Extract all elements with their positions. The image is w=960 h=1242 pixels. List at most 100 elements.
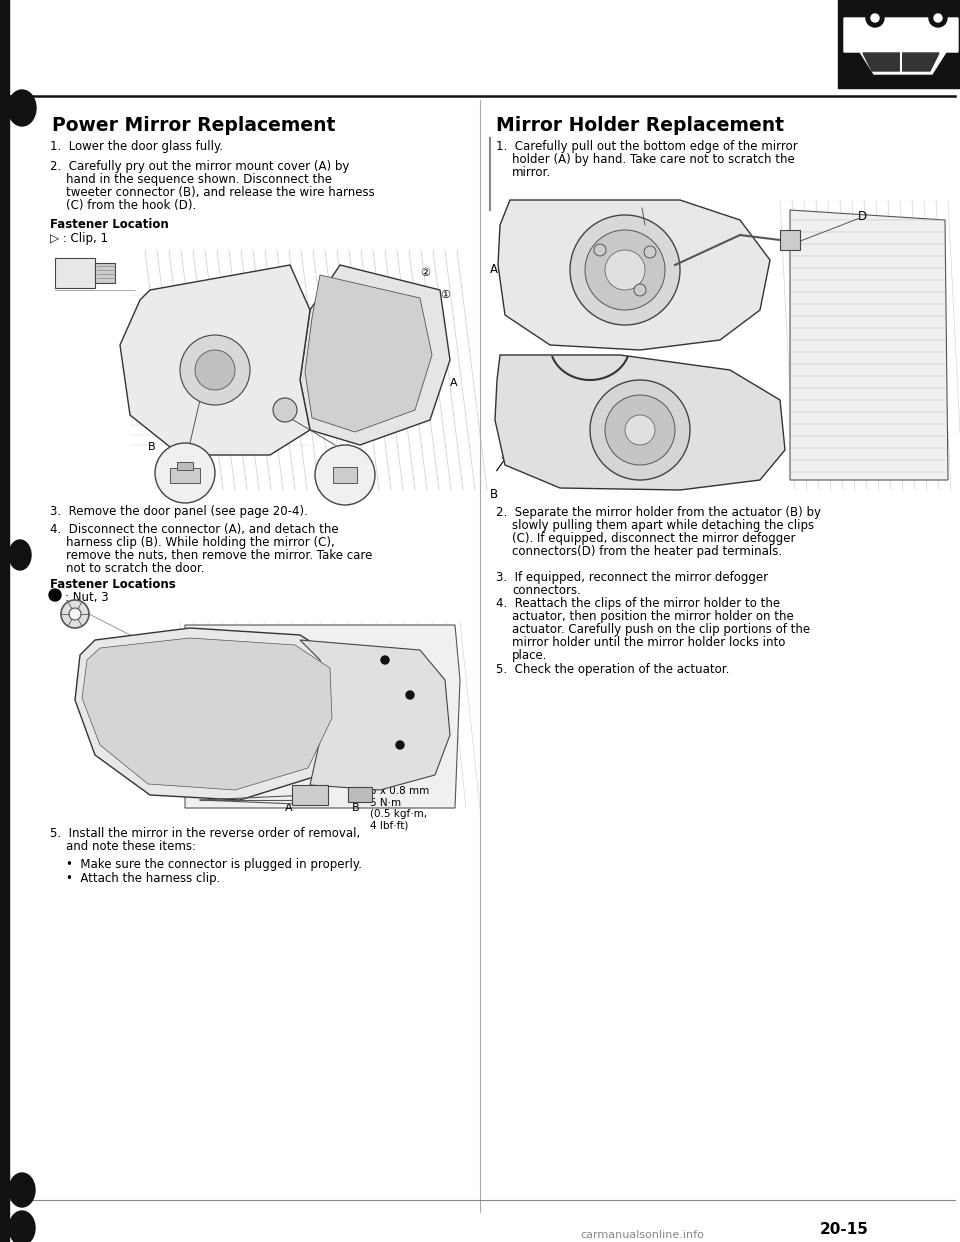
Text: ▷ : Clip, 1: ▷ : Clip, 1: [50, 232, 108, 245]
Text: slowly pulling them apart while detaching the clips: slowly pulling them apart while detachin…: [512, 519, 814, 532]
Bar: [780, 230, 800, 250]
Text: ②: ②: [420, 268, 430, 278]
Bar: [333, 467, 357, 483]
Text: 5 x 0.8 mm
5 N·m
(0.5 kgf·m,
4 lbf·ft): 5 x 0.8 mm 5 N·m (0.5 kgf·m, 4 lbf·ft): [370, 786, 429, 831]
Text: remove the nuts, then remove the mirror. Take care: remove the nuts, then remove the mirror.…: [66, 549, 372, 561]
Text: place.: place.: [512, 650, 547, 662]
Circle shape: [934, 14, 942, 22]
Polygon shape: [305, 274, 432, 432]
Ellipse shape: [9, 540, 31, 570]
Text: C: C: [158, 360, 166, 370]
Text: A: A: [450, 378, 458, 388]
Circle shape: [594, 243, 606, 256]
Text: : Nut, 3: : Nut, 3: [65, 591, 108, 604]
Polygon shape: [863, 53, 939, 71]
Text: mirror.: mirror.: [512, 166, 551, 179]
Text: 2.  Separate the mirror holder from the actuator (B) by: 2. Separate the mirror holder from the a…: [496, 505, 821, 519]
Text: connectors.: connectors.: [512, 584, 581, 597]
Polygon shape: [300, 265, 450, 445]
Circle shape: [315, 445, 375, 505]
Bar: [95, 263, 115, 283]
Text: (C) from the hook (D).: (C) from the hook (D).: [66, 199, 196, 212]
Text: Mirror Holder Replacement: Mirror Holder Replacement: [496, 116, 784, 135]
Text: C: C: [315, 479, 323, 491]
Text: D: D: [367, 383, 375, 392]
Text: hand in the sequence shown. Disconnect the: hand in the sequence shown. Disconnect t…: [66, 173, 332, 186]
Text: 3.  If equipped, reconnect the mirror defogger: 3. If equipped, reconnect the mirror def…: [496, 571, 768, 584]
Circle shape: [625, 415, 655, 445]
Circle shape: [273, 397, 297, 422]
Polygon shape: [498, 200, 770, 350]
Text: C: C: [627, 200, 636, 212]
Polygon shape: [75, 628, 345, 800]
Text: holder (A) by hand. Take care not to scratch the: holder (A) by hand. Take care not to scr…: [512, 153, 795, 166]
Circle shape: [605, 395, 675, 465]
Text: not to scratch the door.: not to scratch the door.: [66, 561, 204, 575]
Polygon shape: [790, 210, 948, 479]
Polygon shape: [120, 265, 310, 455]
Circle shape: [406, 691, 414, 699]
Circle shape: [381, 656, 389, 664]
Circle shape: [871, 14, 879, 22]
Text: D: D: [858, 210, 867, 224]
Bar: [838, 0, 960, 88]
Text: and note these items:: and note these items:: [66, 840, 196, 853]
Text: B: B: [148, 442, 156, 452]
Text: 4.  Disconnect the connector (A), and detach the: 4. Disconnect the connector (A), and det…: [50, 523, 339, 537]
Text: •  Make sure the connector is plugged in properly.: • Make sure the connector is plugged in …: [66, 858, 362, 871]
Circle shape: [155, 443, 215, 503]
Text: Power Mirror Replacement: Power Mirror Replacement: [52, 116, 335, 135]
Circle shape: [49, 589, 61, 601]
Text: 20-15: 20-15: [820, 1222, 869, 1237]
Text: (C). If equipped, disconnect the mirror defogger: (C). If equipped, disconnect the mirror …: [512, 532, 796, 545]
Circle shape: [195, 350, 235, 390]
Text: tweeter connector (B), and release the wire harness: tweeter connector (B), and release the w…: [66, 186, 374, 199]
Ellipse shape: [8, 89, 36, 125]
Bar: [170, 468, 200, 483]
Text: Fastener Locations: Fastener Locations: [50, 578, 176, 591]
Circle shape: [69, 609, 81, 620]
Ellipse shape: [9, 1211, 35, 1242]
Text: 5.  Check the operation of the actuator.: 5. Check the operation of the actuator.: [496, 663, 730, 676]
Circle shape: [605, 250, 645, 289]
Text: A: A: [285, 804, 293, 814]
Text: 1.  Lower the door glass fully.: 1. Lower the door glass fully.: [50, 140, 223, 153]
Text: 4.  Reattach the clips of the mirror holder to the: 4. Reattach the clips of the mirror hold…: [496, 597, 780, 610]
Text: mirror holder until the mirror holder locks into: mirror holder until the mirror holder lo…: [512, 636, 785, 650]
Polygon shape: [844, 17, 958, 75]
Text: 5.  Install the mirror in the reverse order of removal,: 5. Install the mirror in the reverse ord…: [50, 827, 360, 840]
Text: C: C: [90, 645, 98, 655]
Text: ①: ①: [440, 289, 450, 301]
Text: connectors(D) from the heater pad terminals.: connectors(D) from the heater pad termin…: [512, 545, 782, 558]
Bar: [55, 258, 95, 288]
Bar: [348, 787, 372, 802]
Text: •  Attach the harness clip.: • Attach the harness clip.: [66, 872, 221, 886]
Text: B: B: [352, 804, 360, 814]
Polygon shape: [300, 640, 450, 790]
Polygon shape: [82, 638, 332, 790]
Bar: [0, 0, 9, 1242]
Text: Fastener Location: Fastener Location: [50, 219, 169, 231]
Text: actuator, then position the mirror holder on the: actuator, then position the mirror holde…: [512, 610, 794, 623]
Text: A: A: [490, 263, 498, 276]
Circle shape: [866, 9, 884, 27]
Text: 2.  Carefully pry out the mirror mount cover (A) by: 2. Carefully pry out the mirror mount co…: [50, 160, 349, 173]
Circle shape: [590, 380, 690, 479]
Text: harness clip (B). While holding the mirror (C),: harness clip (B). While holding the mirr…: [66, 537, 335, 549]
Text: 3.  Remove the door panel (see page 20-4).: 3. Remove the door panel (see page 20-4)…: [50, 505, 308, 518]
Ellipse shape: [9, 1172, 35, 1207]
Bar: [292, 785, 328, 805]
Text: carmanualsonline.info: carmanualsonline.info: [580, 1230, 704, 1240]
Circle shape: [396, 741, 404, 749]
Text: actuator. Carefully push on the clip portions of the: actuator. Carefully push on the clip por…: [512, 623, 810, 636]
Circle shape: [634, 284, 646, 296]
Circle shape: [644, 246, 656, 258]
Circle shape: [929, 9, 947, 27]
Text: 1.  Carefully pull out the bottom edge of the mirror: 1. Carefully pull out the bottom edge of…: [496, 140, 798, 153]
Circle shape: [61, 600, 89, 628]
Text: B: B: [490, 488, 498, 501]
Bar: [177, 462, 193, 469]
Circle shape: [585, 230, 665, 310]
Circle shape: [570, 215, 680, 325]
Polygon shape: [185, 625, 460, 809]
